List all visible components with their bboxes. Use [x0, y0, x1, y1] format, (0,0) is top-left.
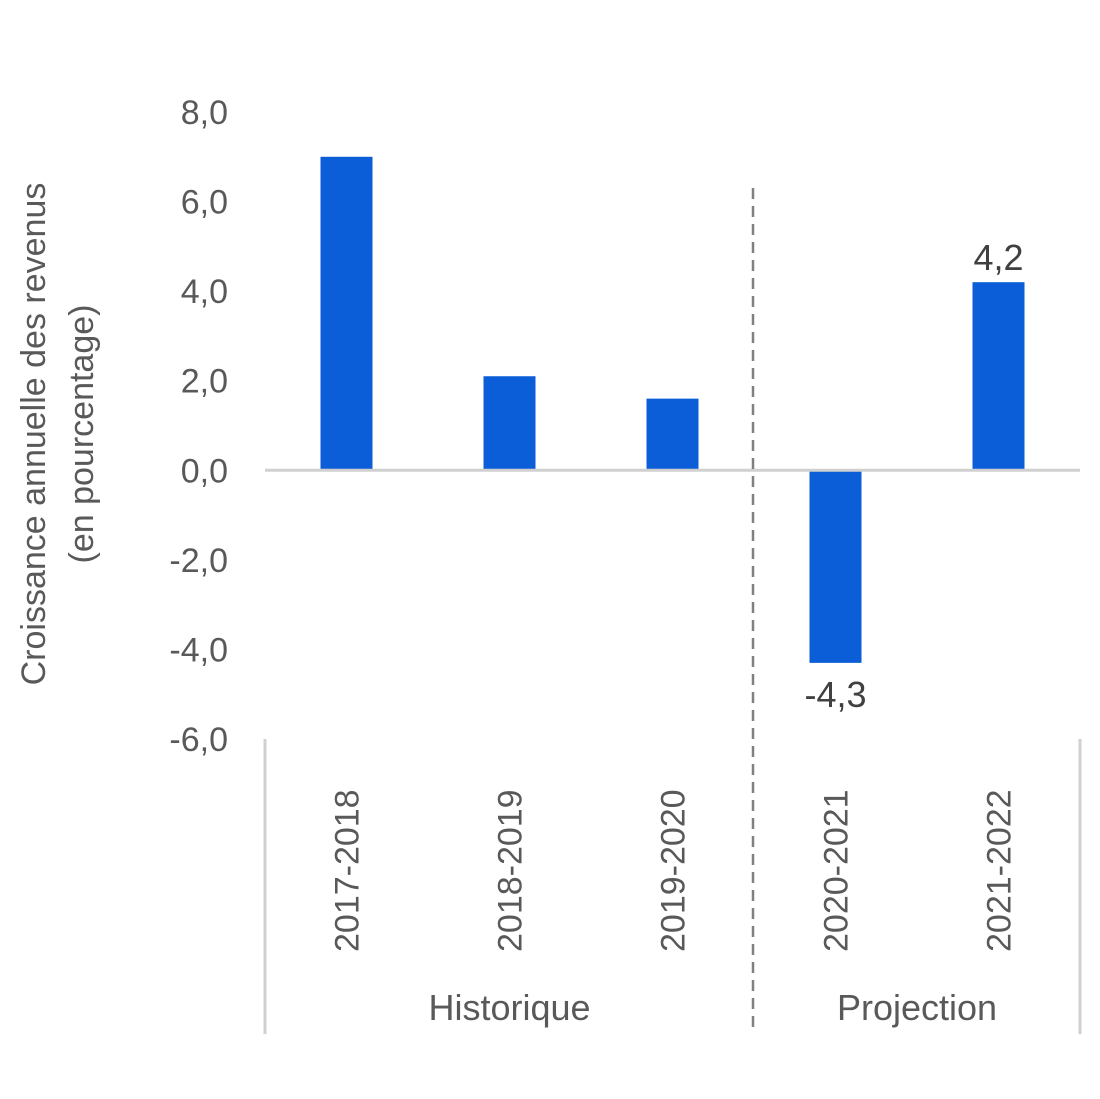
category-label-2019-2020: 2019-2020: [655, 789, 693, 952]
bars: [320, 156, 1025, 663]
y-axis-title-line-1: Croissance annuelle des revenus: [15, 183, 53, 686]
bar-2020-2021: [809, 470, 862, 663]
y-tick-label: 4,0: [181, 273, 228, 311]
y-tick-label: -6,0: [169, 721, 228, 759]
data-labels: -4,3 4,2: [804, 237, 1023, 715]
group-label-0: Historique: [428, 987, 590, 1028]
bar-2019-2020: [646, 398, 699, 471]
category-label-2021-2022: 2021-2022: [981, 789, 1019, 952]
y-tick-label: 2,0: [181, 363, 228, 401]
y-tick-label: 6,0: [181, 184, 228, 222]
bar-2018-2019: [483, 376, 536, 471]
y-tick-label: -2,0: [169, 542, 228, 580]
category-label-2017-2018: 2017-2018: [329, 789, 367, 952]
group-labels: Historique Projection: [428, 987, 997, 1028]
y-axis-title: Croissance annuelle des revenus (en pour…: [15, 183, 101, 686]
category-labels: 2017-2018 2018-2019 2019-2020 2020-2021 2021…: [329, 789, 1019, 952]
bar-2017-2018: [320, 156, 373, 471]
bar-2021-2022: [972, 282, 1025, 471]
group-label-1: Projection: [837, 987, 997, 1028]
y-axis-ticks: 8,0 6,0 4,0 2,0 0,0 -2,0 -4,0 -6,0: [169, 94, 228, 759]
y-tick-label: 0,0: [181, 452, 228, 490]
data-label-2021-2022: 4,2: [973, 237, 1023, 278]
y-axis-title-line-2: (en pourcentage): [63, 305, 101, 564]
y-tick-label: -4,0: [169, 631, 228, 669]
y-tick-label: 8,0: [181, 94, 228, 132]
data-label-2020-2021: -4,3: [804, 674, 866, 715]
category-label-2018-2019: 2018-2019: [492, 789, 530, 952]
category-label-2020-2021: 2020-2021: [818, 789, 856, 952]
